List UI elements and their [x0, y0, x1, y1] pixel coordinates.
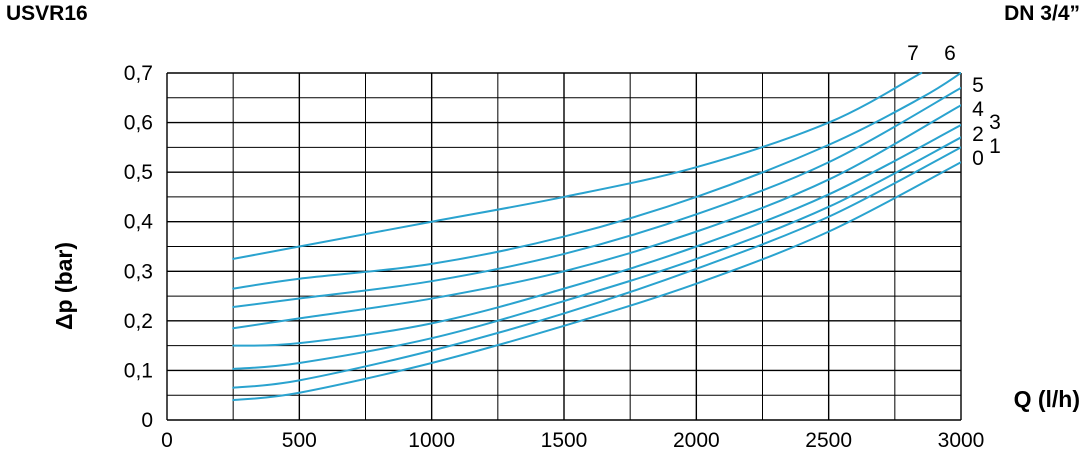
curve-3	[232, 124, 961, 347]
curve-0	[232, 161, 961, 402]
curve-6	[232, 72, 961, 290]
curve-7	[232, 72, 923, 260]
curve-5	[232, 86, 961, 308]
model-title: USVR16	[6, 2, 88, 25]
y-tick-label: 0,3	[124, 260, 153, 283]
x-tick-label: 500	[282, 429, 317, 452]
x-tick-label: 1500	[541, 429, 588, 452]
chart-grid	[166, 72, 962, 421]
y-tick-label: 0,4	[124, 211, 154, 234]
x-tick-label: 2500	[805, 429, 852, 452]
y-tick-label: 0,5	[124, 161, 153, 184]
x-tick-label: 0	[161, 429, 173, 452]
y-tick-label: 0,1	[124, 359, 153, 382]
curve-label-7: 7	[907, 42, 919, 65]
y-tick-label: 0,7	[124, 62, 153, 85]
y-tick-label: 0,6	[124, 112, 153, 135]
x-tick-label: 3000	[938, 429, 985, 452]
y-axis-title: Δp (bar)	[51, 242, 77, 330]
curve-label-1: 1	[989, 135, 1001, 158]
size-title: DN 3/4”	[1004, 2, 1080, 25]
curve-label-4: 4	[972, 98, 984, 121]
curve-label-3: 3	[989, 111, 1001, 134]
x-axis-title: Q (l/h)	[1014, 386, 1080, 412]
curve-4	[232, 104, 961, 330]
curve-2	[232, 136, 961, 370]
curve-1	[232, 146, 961, 389]
y-tick-label: 0,2	[124, 310, 153, 333]
chart-curves	[232, 72, 961, 402]
curve-label-6: 6	[944, 42, 956, 65]
y-tick-label: 0	[141, 409, 153, 432]
curve-label-0: 0	[972, 147, 984, 170]
curve-label-2: 2	[972, 123, 984, 146]
curve-label-5: 5	[972, 74, 984, 97]
x-tick-label: 1000	[408, 429, 455, 452]
chart-ticks: 0 500 1000 1500 2000 2500 3000 0 0,1 0,2 0,3 0,4 0,5…	[124, 62, 985, 452]
x-tick-label: 2000	[673, 429, 720, 452]
